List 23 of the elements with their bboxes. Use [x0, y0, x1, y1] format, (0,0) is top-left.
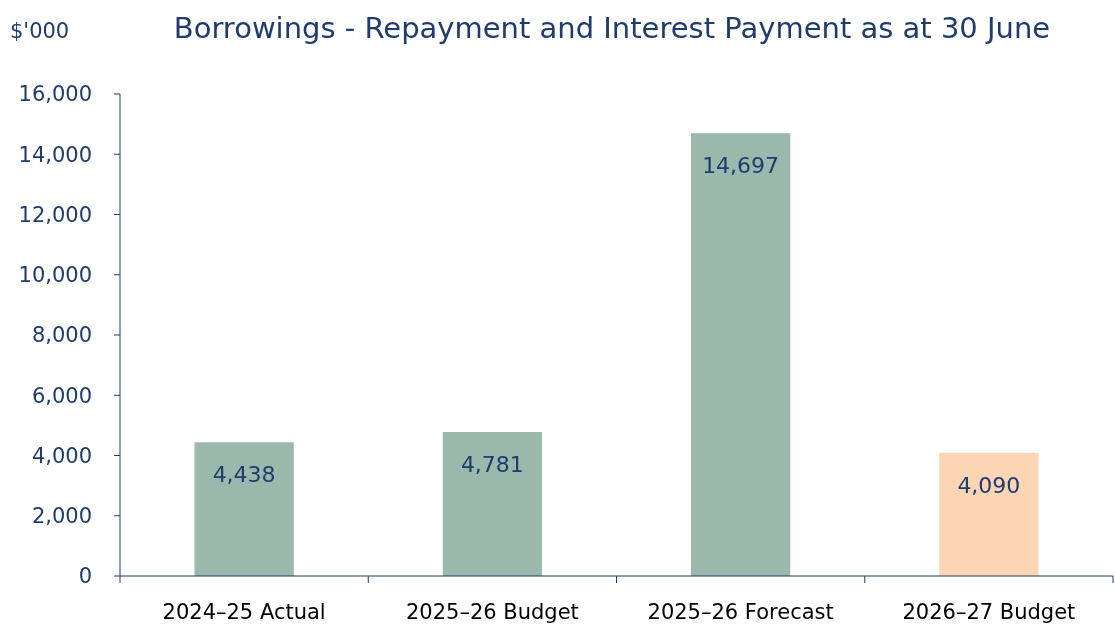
y-tick-label: 12,000 — [18, 202, 92, 227]
bar — [690, 133, 791, 576]
y-tick-label: 0 — [78, 564, 92, 589]
y-tick-label: 8,000 — [31, 323, 92, 348]
x-tick-label: 2024–25 Actual — [162, 600, 326, 624]
y-tick-label: 10,000 — [18, 263, 92, 288]
y-tick-label: 14,000 — [18, 142, 92, 167]
y-tick-label: 16,000 — [18, 82, 92, 107]
y-axis-title: $'000 — [10, 19, 70, 43]
data-label: 14,697 — [702, 153, 780, 179]
y-tick-label: 2,000 — [31, 504, 92, 529]
bar — [194, 442, 294, 576]
x-tick-label: 2025–26 Forecast — [647, 600, 834, 624]
bar — [442, 431, 543, 576]
y-tick-label: 6,000 — [31, 383, 92, 408]
x-tick-label: 2026–27 Budget — [902, 600, 1076, 624]
chart-title: Borrowings - Repayment and Interest Payment as at 30 June — [173, 11, 1051, 45]
data-label: 4,781 — [460, 451, 524, 477]
y-tick-label: 4,000 — [31, 443, 92, 468]
bar — [939, 452, 1039, 576]
data-label: 4,438 — [212, 462, 276, 488]
x-tick-label: 2025–26 Budget — [405, 600, 579, 624]
data-label: 4,090 — [957, 472, 1021, 498]
